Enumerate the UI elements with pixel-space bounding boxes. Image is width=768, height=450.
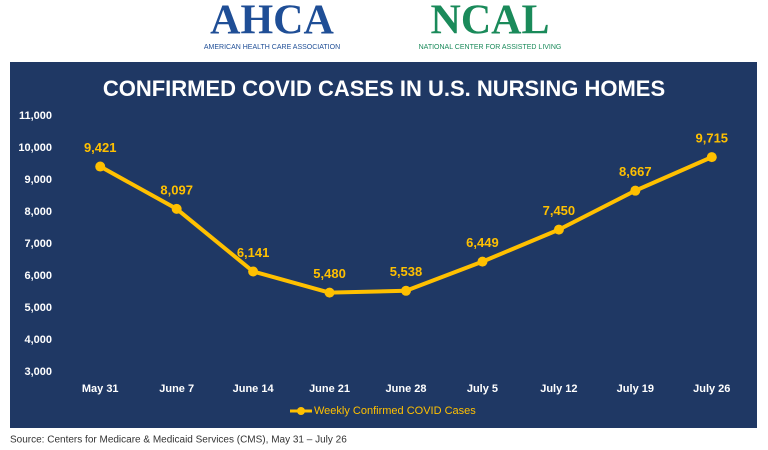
x-tick-label: June 14	[233, 383, 275, 395]
x-tick-label: June 28	[386, 383, 427, 395]
point	[248, 266, 259, 277]
point	[324, 287, 335, 298]
x-tick-label: June 21	[309, 383, 350, 395]
data-label: 9,421	[84, 140, 117, 155]
y-tick-label: 9,000	[24, 174, 52, 186]
x-tick-label: May 31	[82, 383, 119, 395]
y-tick-label: 6,000	[24, 270, 52, 282]
logo-tagline: NATIONAL CENTER FOR ASSISTED LIVING	[419, 44, 562, 51]
logo-text: NCAL	[430, 0, 549, 44]
data-label: 5,480	[313, 266, 346, 281]
logo-text: AHCA	[210, 0, 334, 44]
data-label: 7,450	[543, 203, 576, 218]
y-tick-label: 10,000	[18, 142, 52, 154]
chart-panel	[10, 62, 757, 428]
point	[553, 224, 564, 235]
data-label: 6,449	[466, 235, 499, 250]
point	[95, 161, 106, 172]
y-tick-label: 8,000	[24, 206, 52, 218]
y-tick-label: 7,000	[24, 238, 52, 250]
x-tick-label: July 19	[617, 383, 654, 395]
data-label: 9,715	[696, 131, 729, 146]
data-label: 6,141	[237, 245, 270, 260]
point	[171, 203, 182, 214]
point	[630, 185, 641, 196]
source-note: Source: Centers for Medicare & Medicaid …	[10, 435, 347, 446]
x-tick-label: June 7	[159, 383, 194, 395]
point	[706, 152, 717, 163]
x-tick-label: July 26	[693, 383, 730, 395]
data-label: 5,538	[390, 264, 423, 279]
chart-title: CONFIRMED COVID CASES IN U.S. NURSING HO…	[103, 76, 665, 101]
logo-tagline: AMERICAN HEALTH CARE ASSOCIATION	[204, 44, 340, 51]
y-tick-label: 4,000	[24, 334, 52, 346]
y-tick-label: 3,000	[24, 366, 52, 378]
x-tick-label: July 5	[467, 383, 498, 395]
legend-marker	[297, 407, 305, 415]
y-tick-label: 5,000	[24, 302, 52, 314]
data-label: 8,667	[619, 164, 652, 179]
y-tick-label: 11,000	[19, 110, 52, 122]
legend-label: Weekly Confirmed COVID Cases	[314, 405, 476, 417]
data-label: 8,097	[160, 182, 193, 197]
x-tick-label: July 12	[540, 383, 577, 395]
point	[401, 285, 411, 296]
point	[477, 256, 488, 267]
